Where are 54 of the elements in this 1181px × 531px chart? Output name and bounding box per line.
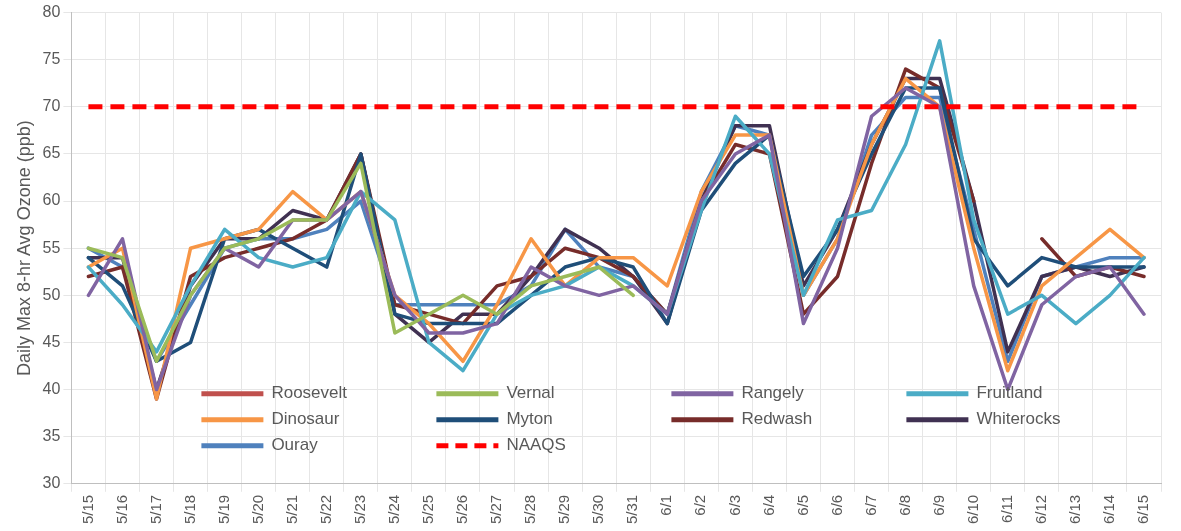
legend-label: Fruitland [976, 383, 1043, 403]
legend-label: Whiterocks [976, 409, 1061, 429]
x-tick-label: 6/7 [861, 494, 879, 516]
x-tick-label: 5/28 [521, 494, 539, 525]
x-tick-label: 6/6 [827, 494, 845, 516]
x-tick-label: 5/25 [419, 494, 437, 525]
y-tick-label: 50 [42, 285, 61, 303]
x-tick-label: 5/16 [112, 494, 130, 525]
x-tick-label: 6/15 [1134, 494, 1152, 525]
x-tick-label: 6/10 [963, 494, 981, 525]
y-tick-label: 75 [42, 50, 61, 68]
x-tick-label: 5/21 [282, 494, 300, 525]
x-tick-label: 6/9 [929, 494, 947, 516]
legend-label: Myton [506, 409, 553, 429]
x-tick-label: 5/20 [248, 494, 266, 525]
x-tick-label: 6/2 [691, 494, 709, 516]
y-axis-title: Daily Max 8-hr Avg Ozone (ppb) [13, 120, 34, 377]
x-tick-label: 6/11 [997, 494, 1015, 523]
y-tick-label: 70 [42, 97, 61, 115]
x-tick-label: 5/29 [555, 494, 573, 525]
legend-label: Roosevelt [271, 383, 348, 403]
y-tick-label: 40 [42, 379, 61, 397]
x-tick-label: 5/30 [589, 494, 607, 525]
legend-label: Dinosaur [271, 409, 340, 429]
legend-label: Redwash [741, 409, 813, 429]
x-tick-label: 5/15 [78, 494, 96, 525]
x-tick-label: 6/13 [1066, 494, 1084, 525]
legend-label: NAAQS [506, 435, 566, 455]
x-tick-label: 6/5 [793, 494, 811, 516]
x-tick-label: 5/31 [623, 494, 641, 525]
x-tick-label: 6/4 [759, 494, 777, 516]
x-tick-label: 5/24 [385, 494, 403, 525]
legend-label: Ouray [271, 435, 319, 455]
x-tick-label: 6/12 [1031, 494, 1049, 525]
x-tick-label: 5/27 [487, 494, 505, 525]
x-tick-label: 5/23 [350, 494, 368, 525]
x-tick-label: 6/3 [725, 494, 743, 516]
x-tick-label: 6/8 [895, 494, 913, 516]
x-tick-label: 6/14 [1100, 494, 1118, 525]
x-tick-label: 5/19 [214, 494, 232, 525]
legend-label: Vernal [506, 383, 555, 403]
y-tick-label: 80 [42, 3, 61, 21]
x-tick-label: 5/18 [180, 494, 198, 525]
y-tick-label: 65 [42, 144, 61, 162]
x-tick-label: 5/22 [316, 494, 334, 525]
y-tick-label: 45 [42, 332, 61, 350]
x-tick-label: 5/26 [453, 494, 471, 525]
x-tick-label: 6/1 [657, 494, 675, 516]
y-tick-label: 60 [42, 191, 61, 209]
y-tick-label: 55 [42, 238, 61, 256]
y-tick-label: 30 [42, 474, 61, 492]
y-tick-label: 35 [42, 427, 61, 445]
legend-label: Rangely [741, 383, 805, 403]
x-tick-label: 5/17 [146, 494, 164, 525]
